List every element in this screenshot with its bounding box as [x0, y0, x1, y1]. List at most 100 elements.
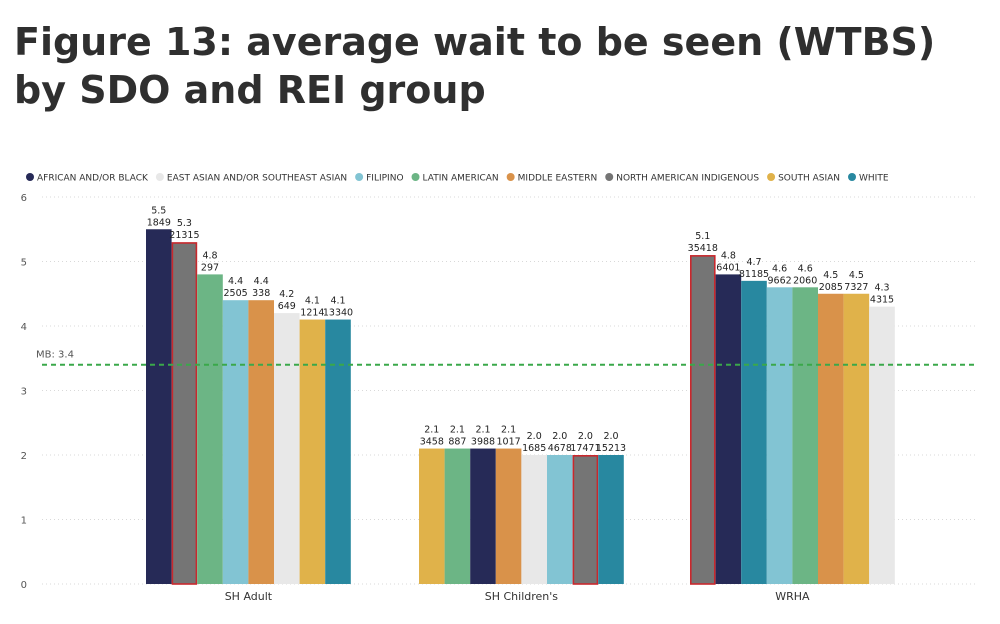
legend-swatch — [848, 173, 857, 181]
bar-value-label: 4.7 — [746, 257, 761, 268]
bar-count-label: 1214 — [300, 308, 324, 319]
legend-swatch — [155, 173, 164, 181]
legend-item: SOUTH ASIAN — [778, 174, 840, 184]
bar-value-label: 4.1 — [330, 296, 345, 307]
y-tick-label: 1 — [21, 516, 27, 527]
reference-line-label: MB: 3.4 — [36, 350, 74, 361]
legend-swatch — [355, 173, 364, 181]
bar-value-label: 4.3 — [874, 283, 889, 294]
bar-value-label: 2.0 — [527, 431, 542, 442]
bar — [444, 448, 471, 584]
y-tick-label: 6 — [21, 193, 27, 204]
bar-count-label: 1017 — [497, 437, 521, 448]
y-axis: 0 1 2 3 4 5 6 — [21, 193, 27, 591]
bar-value-label: 4.5 — [823, 270, 838, 281]
bar — [299, 319, 326, 584]
bar — [248, 300, 274, 584]
bar — [741, 280, 767, 584]
legend-item: EAST ASIAN AND/OR SOUTHEAST ASIAN — [167, 174, 347, 184]
bar — [146, 229, 172, 584]
legend-item: FILIPINO — [366, 174, 403, 184]
legend-item: MIDDLE EASTERN — [518, 174, 598, 184]
page-title: Figure 13: average wait to be seen (WTBS… — [14, 20, 936, 112]
legend-swatch — [26, 173, 34, 181]
y-tick-label: 3 — [21, 387, 27, 398]
bar-chart: AFRICAN AND/OR BLACK EAST ASIAN AND/OR SO… — [21, 173, 975, 603]
bar — [521, 455, 547, 584]
bar-value-label: 5.1 — [695, 231, 710, 242]
bar-count-label: 2085 — [819, 282, 843, 293]
y-tick-label: 2 — [21, 451, 27, 462]
x-category-label: SH Children's — [485, 590, 559, 603]
bar-count-label: 2060 — [793, 275, 817, 286]
bar-count-label: 4315 — [870, 295, 894, 306]
x-category-label: WRHA — [775, 590, 810, 603]
bar-count-label: 81185 — [739, 269, 769, 280]
bar-count-label: 17471 — [570, 443, 600, 454]
legend-swatch — [506, 173, 515, 181]
bar — [274, 313, 300, 584]
y-tick-label: 0 — [21, 580, 27, 591]
bar-value-label: 4.6 — [772, 263, 787, 274]
bar-count-label: 9662 — [768, 275, 792, 286]
bar — [766, 287, 793, 584]
bar-value-label: 2.0 — [552, 431, 567, 442]
bar-count-label: 3458 — [420, 437, 444, 448]
bar — [547, 455, 573, 584]
bar-value-label: 4.4 — [228, 276, 243, 287]
bar-count-label: 15213 — [596, 443, 626, 454]
bar-count-label: 35418 — [688, 243, 718, 254]
bar-count-label: 1685 — [522, 443, 546, 454]
bar-value-label: 2.1 — [501, 425, 516, 436]
bar-value-label: 4.5 — [849, 270, 864, 281]
legend-item: WHITE — [859, 174, 889, 184]
legend-swatch — [411, 173, 420, 181]
x-axis: SH Adult SH Children's WRHA — [225, 590, 810, 603]
bar — [715, 274, 742, 584]
bar — [470, 448, 496, 584]
bar — [572, 454, 599, 585]
chart-legend: AFRICAN AND/OR BLACK EAST ASIAN AND/OR SO… — [26, 173, 889, 184]
bar — [171, 242, 198, 585]
bar — [818, 293, 844, 584]
legend-item: LATIN AMERICAN — [423, 174, 499, 184]
y-tick-label: 5 — [21, 258, 27, 269]
bar-value-label: 2.1 — [424, 425, 439, 436]
legend-swatch — [767, 173, 776, 181]
bar — [222, 300, 249, 584]
bar-count-label: 3988 — [471, 437, 495, 448]
bar — [792, 287, 818, 584]
bar — [869, 306, 895, 584]
bar — [598, 455, 624, 584]
bar-count-label: 21315 — [169, 230, 199, 241]
bar-count-label: 649 — [278, 301, 296, 312]
bar — [689, 255, 716, 585]
legend-swatch — [605, 173, 614, 181]
bar-count-label: 1849 — [147, 217, 171, 228]
x-category-label: SH Adult — [225, 590, 273, 603]
bar-count-label: 338 — [252, 288, 270, 299]
bar-value-label: 2.1 — [475, 425, 490, 436]
bar-value-label: 5.5 — [151, 205, 166, 216]
bar-count-label: 297 — [201, 262, 219, 273]
bar-value-label: 2.1 — [450, 425, 465, 436]
bar-count-label: 4678 — [548, 443, 572, 454]
bar — [325, 319, 351, 584]
bar-value-label: 4.6 — [798, 263, 813, 274]
legend-item: AFRICAN AND/OR BLACK — [37, 174, 149, 184]
bar — [419, 448, 445, 584]
bar — [495, 448, 522, 584]
bar-count-label: 13340 — [323, 308, 353, 319]
legend-item: NORTH AMERICAN INDIGENOUS — [616, 174, 759, 184]
reference-line: MB: 3.4 — [36, 350, 975, 366]
bar-count-label: 7327 — [844, 282, 868, 293]
bar — [197, 274, 223, 584]
bar-count-label: 887 — [448, 437, 466, 448]
bar-value-label: 2.0 — [578, 431, 593, 442]
bar-value-label: 5.3 — [177, 218, 192, 229]
y-tick-label: 4 — [21, 322, 27, 333]
bar-count-label: 2505 — [224, 288, 248, 299]
bar-value-label: 4.4 — [254, 276, 269, 287]
chart-bars — [146, 229, 895, 585]
